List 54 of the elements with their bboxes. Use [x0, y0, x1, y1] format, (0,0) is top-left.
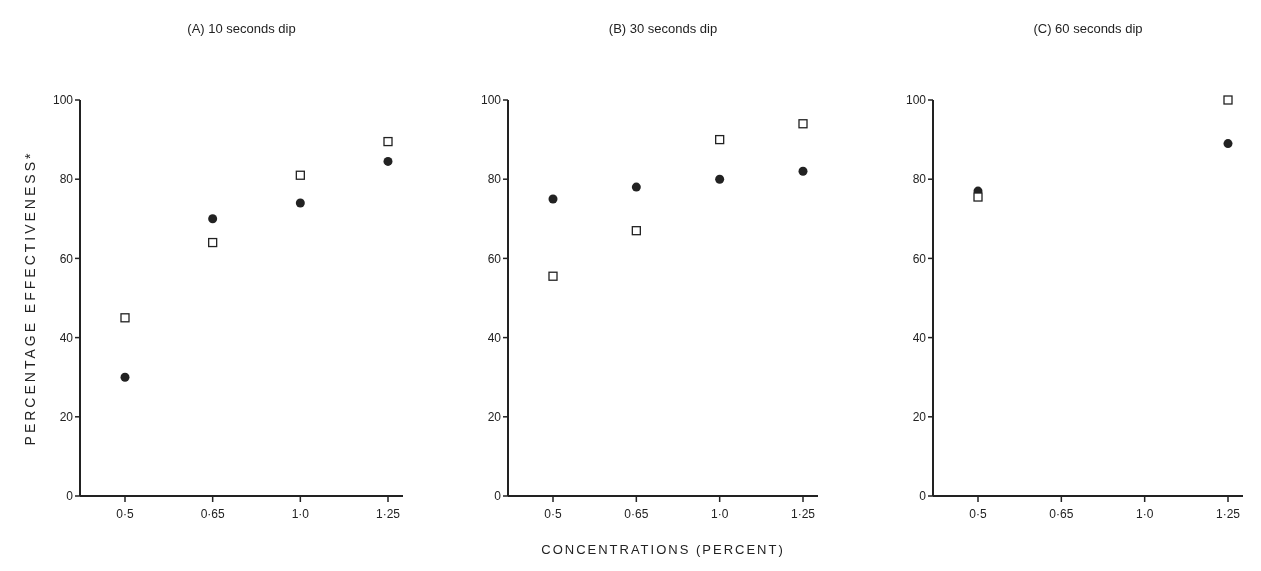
x-tick-label: 1·25 [790, 507, 816, 521]
point [631, 182, 641, 192]
point [1223, 95, 1233, 105]
y-tick-label: 0 [494, 489, 502, 504]
x-tick-label: 0·5 [116, 507, 134, 521]
y-tick-label: 20 [487, 410, 502, 424]
point [715, 174, 725, 184]
y-tick-label: 20 [59, 410, 74, 424]
y-tick-label: 0 [66, 489, 74, 504]
y-tick-label: 80 [59, 172, 74, 187]
y-tick-label: 40 [59, 330, 74, 345]
chart-title: (C) 60 seconds dip [1033, 21, 1143, 36]
point [295, 170, 305, 180]
y-tick-label: 100 [52, 93, 74, 108]
x-tick-label: 1·0 [291, 507, 310, 521]
point [631, 226, 641, 236]
point [548, 271, 558, 281]
y-tick-label: 40 [912, 330, 927, 345]
x-tick-label: 0·5 [969, 507, 987, 521]
y-tick-label: 20 [912, 410, 927, 424]
y-tick-label: 60 [59, 251, 74, 266]
x-tick-label: 1·0 [710, 507, 729, 521]
point [715, 134, 725, 145]
y-tick-label: 60 [912, 251, 927, 266]
y-tick-label: 60 [487, 251, 502, 266]
x-tick-label: 1·25 [1215, 507, 1241, 521]
point [1223, 139, 1233, 149]
point [798, 119, 808, 129]
point [798, 166, 808, 176]
y-tick-label: 0 [919, 489, 927, 504]
point [208, 237, 218, 248]
y-tick-label: 80 [487, 172, 502, 187]
y-tick-label: 100 [480, 93, 502, 108]
chart-title: (B) 30 seconds dip [608, 21, 718, 36]
x-tick-label: 0·65 [624, 507, 649, 521]
point [548, 194, 558, 204]
y-tick-label: 40 [487, 330, 502, 345]
x-tick-label: 0·65 [1049, 507, 1074, 521]
point [973, 192, 983, 202]
y-axis-title: PERCENTAGE EFFECTIVENESS* [22, 150, 38, 446]
y-tick-label: 100 [905, 93, 927, 108]
point [383, 156, 393, 166]
x-tick-label: 0·5 [544, 507, 562, 521]
x-axis-title: CONCENTRATIONS (PERCENT) [541, 542, 785, 557]
x-tick-label: 1·25 [375, 507, 401, 521]
point [120, 372, 130, 382]
x-tick-label: 0·65 [200, 507, 225, 521]
point [208, 214, 218, 224]
y-tick-label: 80 [912, 172, 927, 187]
x-tick-label: 1·0 [1135, 507, 1154, 521]
point [383, 136, 393, 147]
point [120, 313, 130, 323]
point [295, 198, 305, 208]
chart-title: (A) 10 seconds dip [187, 21, 296, 36]
